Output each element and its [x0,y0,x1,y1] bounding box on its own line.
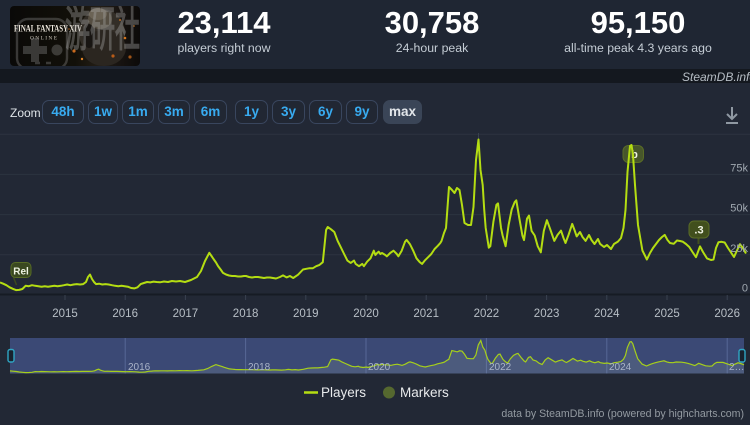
svg-text:Markers: Markers [400,385,449,400]
svg-text:data by SteamDB.info (powered: data by SteamDB.info (powered by highcha… [501,408,744,420]
svg-text:2016: 2016 [112,308,138,320]
svg-text:b: b [631,149,638,161]
svg-text:2021: 2021 [413,308,439,320]
svg-text:50k: 50k [730,203,748,215]
svg-text:2015: 2015 [52,308,78,320]
svg-text:2025: 2025 [654,308,680,320]
svg-text:Rel: Rel [13,267,29,278]
svg-text:2024: 2024 [609,362,632,373]
svg-text:游研社: 游研社 [65,6,140,57]
svg-text:ONLINE: ONLINE [30,36,58,42]
svg-text:FINAL FANTASY XIV: FINAL FANTASY XIV [14,25,82,35]
svg-text:0: 0 [742,283,748,295]
svg-text:2018: 2018 [248,362,271,373]
svg-text:2023: 2023 [534,308,560,320]
svg-text:2022: 2022 [489,362,512,373]
svg-text:75k: 75k [730,163,748,175]
svg-text:2022: 2022 [474,308,500,320]
svg-text:2020: 2020 [368,362,391,373]
svg-text:2016: 2016 [128,362,151,373]
svg-text:2020: 2020 [353,308,379,320]
svg-text:2019: 2019 [293,308,319,320]
svg-text:2017: 2017 [173,308,199,320]
svg-text:2…: 2… [729,362,745,373]
svg-text:.3: .3 [694,225,703,237]
svg-text:2024: 2024 [594,308,620,320]
svg-text:Players: Players [321,385,366,400]
svg-text:2018: 2018 [233,308,259,320]
svg-text:25k: 25k [730,243,748,255]
svg-text:2026: 2026 [714,308,740,320]
